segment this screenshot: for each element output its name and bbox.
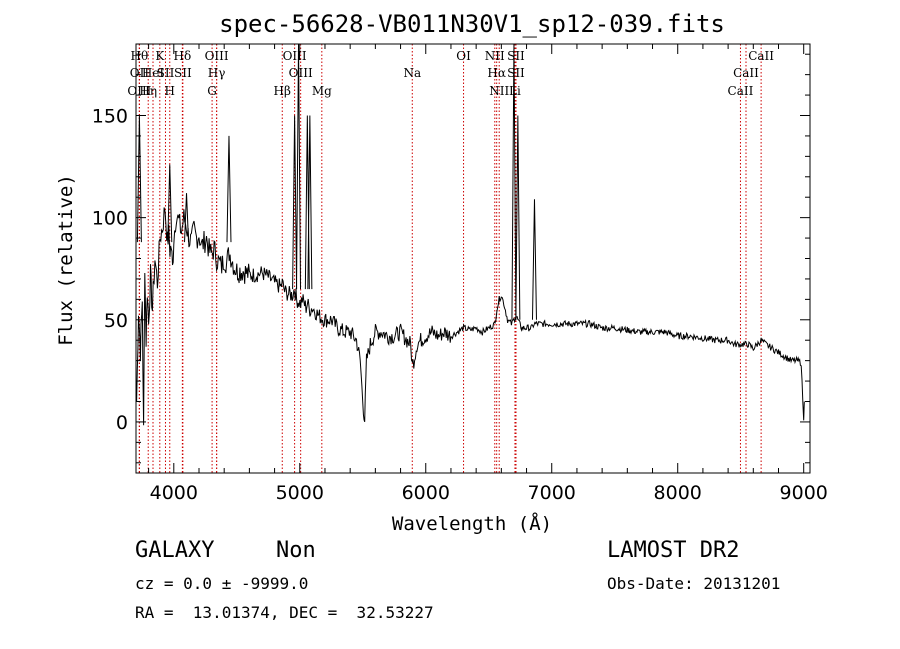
x-axis-ticks: 4000 5000 6000 7000 8000 9000 [148, 44, 828, 504]
y-tick-label: 50 [104, 310, 128, 332]
line-marker-label: SII [507, 49, 525, 63]
line-markers-layer [138, 44, 762, 473]
line-marker-label: OI [456, 49, 471, 63]
emission-spike [531, 199, 537, 320]
y-tick-label: 100 [92, 208, 128, 230]
line-marker-label: SII [174, 66, 192, 80]
emission-spike [226, 135, 232, 243]
survey-label: LAMOST DR2 [607, 538, 740, 563]
line-marker-label: Hη [139, 84, 157, 98]
emission-spike [184, 193, 190, 243]
line-marker-label: OIII [283, 49, 307, 63]
line-marker-label: Na [403, 66, 421, 80]
redshift-line: cz = 0.0 ± -9999.0 [135, 574, 309, 593]
line-marker-label: OII [130, 66, 150, 80]
line-marker-label: Hγ [208, 66, 226, 80]
line-marker-label: Mg [312, 84, 332, 98]
y-axis-label: Flux (relative) [55, 174, 77, 346]
line-marker-label: CaII [733, 66, 759, 80]
object-class: GALAXY [135, 538, 215, 563]
line-marker-label: H [165, 84, 175, 98]
line-marker-label: OIII [289, 66, 313, 80]
object-subclass: Non [276, 538, 316, 563]
line-marker-label: Hα [487, 66, 506, 80]
spectrum-series-layer [136, 43, 805, 426]
x-tick-label: 8000 [654, 482, 702, 504]
x-tick-label: 9000 [780, 482, 828, 504]
line-marker-label: G [207, 84, 217, 98]
line-marker-label: K [155, 49, 165, 63]
line-marker-label: OIII [205, 49, 229, 63]
obs-date-line: Obs-Date: 20131201 [607, 574, 781, 593]
line-marker-label: OIII [127, 84, 151, 98]
line-marker-label: HeI [142, 66, 165, 80]
line-marker-label: Hδ [174, 49, 192, 63]
emission-spike [296, 43, 302, 290]
x-axis-label: Wavelength (Å) [392, 512, 552, 535]
emission-spike [307, 115, 313, 290]
emission-spike [515, 115, 521, 320]
x-tick-label: 5000 [276, 482, 324, 504]
line-marker-label: SII [157, 66, 175, 80]
line-marker-label: Hθ [131, 49, 149, 63]
radec-line: RA = 13.01374, DEC = 32.53227 [135, 603, 434, 622]
line-marker-label: NII [489, 84, 509, 98]
line-marker-label: Hβ [274, 84, 291, 98]
line-marker-label: Li [509, 84, 521, 98]
emission-spike [292, 115, 298, 290]
x-tick-label: 7000 [528, 482, 576, 504]
y-axis-ticks: 0 50 100 150 [92, 53, 810, 464]
y-tick-label: 150 [92, 106, 128, 128]
chart-title: spec-56628-VB011N30V1_sp12-039.fits [219, 10, 725, 38]
x-tick-label: 4000 [150, 482, 198, 504]
emission-spike [167, 164, 173, 243]
plot-frame [135, 43, 811, 474]
line-marker-label: NII [485, 49, 505, 63]
y-tick-label: 0 [116, 412, 128, 434]
x-tick-label: 6000 [402, 482, 450, 504]
spectrum-line [136, 207, 805, 426]
line-marker-label: CaII [748, 49, 774, 63]
line-marker-label: SII [507, 66, 525, 80]
line-marker-label: CaII [728, 84, 754, 98]
